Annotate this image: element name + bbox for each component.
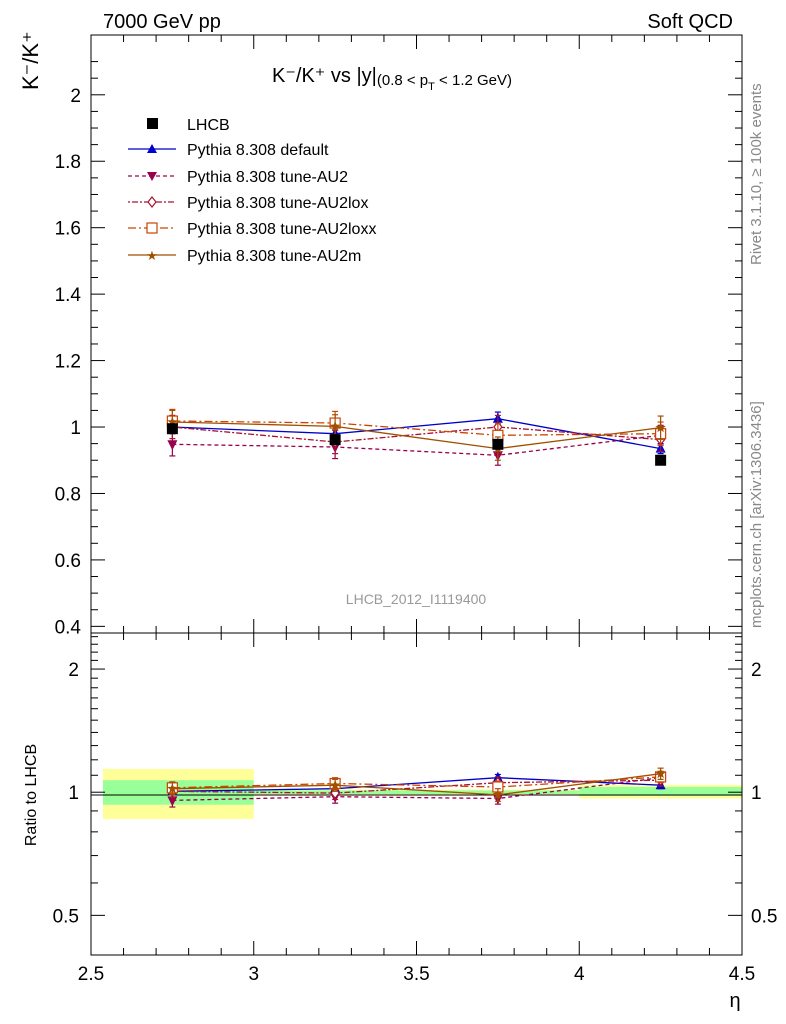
legend-marker-au2 — [147, 172, 157, 181]
main-y-tick-label: 1.2 — [55, 352, 81, 373]
ratio-band-inner — [103, 780, 254, 805]
ratio-point-AU2m — [329, 779, 341, 790]
main-line-AU2loxx — [172, 420, 661, 436]
ratio-line-AU2 — [172, 777, 661, 802]
main-point-AU2m — [329, 420, 341, 431]
ratio-line-AU2loxx — [172, 776, 661, 789]
legend-marker-default — [147, 144, 157, 153]
main-y-tick-label: 0.4 — [55, 617, 82, 638]
main-point-lhcb — [655, 454, 667, 466]
ratio-y-ticks — [91, 636, 742, 956]
main-point-AU2 — [167, 440, 178, 451]
header-left: 7000 GeV pp — [103, 11, 221, 33]
ratio-line-AU2m — [172, 773, 661, 796]
ratio-y-tick-label: 2 — [68, 660, 79, 681]
mcplots-label: mcplots.cern.ch [arXiv:1306.3436] — [748, 401, 765, 628]
rivet-label: Rivet 3.1.10, ≥ 100k events — [748, 83, 765, 265]
ratio-x-tick-label: 4 — [574, 964, 585, 985]
legend-marker-au2m: ★ — [146, 248, 158, 263]
main-y-tick-label: 1.4 — [55, 285, 82, 306]
ratio-series-group — [166, 767, 667, 808]
main-y-tick-labels: 0.4 0.6 0.8 1 1.2 1.4 1.6 1.8 2 — [55, 86, 82, 639]
ratio-y-label: Ratio to LHCB — [23, 744, 40, 846]
ratio-x-tick-label: 3.5 — [403, 964, 429, 985]
main-point-lhcb — [166, 423, 178, 435]
ratio-point-AU2 — [167, 796, 178, 807]
ratio-line-AU2lox — [172, 779, 661, 794]
main-series-AU2 — [167, 424, 666, 466]
ratio-x-ticks — [90, 633, 743, 955]
legend-label-au2lox: Pythia 8.308 tune-AU2lox — [187, 195, 368, 212]
ratio-point-AU2m — [655, 768, 666, 779]
main-series-lhcb — [166, 423, 667, 466]
legend-label-lhcb: LHCB — [187, 117, 230, 134]
ratio-y-tick-label-right: 0.5 — [751, 906, 777, 927]
main-series-group — [166, 408, 667, 466]
main-y-ticks — [91, 61, 742, 627]
ratio-band-inner — [579, 786, 742, 796]
x-axis-label: η — [729, 990, 740, 1012]
main-line-AU2 — [172, 434, 661, 456]
legend-label-au2m: Pythia 8.308 tune-AU2m — [187, 248, 361, 265]
main-point-lhcb — [329, 434, 341, 446]
main-panel: 0.4 0.6 0.8 1 1.2 1.4 1.6 1.8 2 K⁻/K⁺ K⁻/K⁺ vs |… — [18, 31, 743, 639]
ratio-point-AU2m — [492, 789, 504, 800]
ratio-y-tick-label-right: 2 — [751, 660, 762, 681]
legend-label-au2: Pythia 8.308 tune-AU2 — [187, 169, 348, 186]
main-x-ticks — [90, 35, 743, 633]
legend-marker-lhcb — [147, 118, 158, 129]
main-point-AU2m — [655, 422, 666, 433]
ratio-x-tick-label: 4.5 — [729, 964, 755, 985]
main-y-tick-label: 0.8 — [55, 484, 81, 505]
main-line-AU2lox — [172, 426, 661, 443]
ratio-y-tick-label-right: 1 — [751, 783, 762, 804]
ratio-panel: 0.5 0.5 1 1 2 2 2.5 3 3.5 4 4.5 Ratio to LHCB η — [23, 632, 778, 1012]
main-y-tick-label: 1.8 — [55, 152, 81, 173]
main-y-label: K⁻/K⁺ — [18, 31, 43, 90]
header-right: Soft QCD — [647, 11, 733, 33]
main-point-lhcb — [492, 438, 504, 450]
ratio-point-AU2m — [167, 783, 178, 794]
analysis-watermark: LHCB_2012_I1119400 — [346, 591, 487, 607]
ratio-x-tick-label: 3 — [248, 964, 259, 985]
ratio-x-tick-label: 2.5 — [78, 964, 104, 985]
main-y-tick-label: 0.6 — [55, 551, 81, 572]
legend-label-au2loxx: Pythia 8.308 tune-AU2loxx — [187, 221, 376, 238]
main-line-AU2m — [172, 421, 661, 450]
legend: LHCB Pythia 8.308 default Pythia 8.308 t… — [128, 117, 376, 265]
legend-marker-au2loxx — [146, 222, 158, 234]
ratio-bands — [103, 768, 742, 820]
ratio-series-AU2m — [167, 767, 666, 802]
legend-marker-au2lox — [147, 196, 157, 208]
ratio-x-tick-labels: 2.5 3 3.5 4 4.5 — [78, 964, 755, 985]
main-y-tick-label: 2 — [70, 86, 81, 107]
ratio-y-tick-labels: 0.5 0.5 1 1 2 2 — [53, 660, 778, 927]
main-y-tick-label: 1.6 — [55, 219, 81, 240]
main-y-tick-label: 1 — [70, 418, 81, 439]
main-series-AU2loxx — [166, 408, 667, 448]
main-title: K⁻/K⁺ vs |y|(0.8 < pT < 1.2 GeV) — [272, 65, 512, 93]
legend-label-default: Pythia 8.308 default — [187, 142, 329, 159]
ratio-y-tick-label: 1 — [68, 783, 79, 804]
ratio-y-tick-label: 0.5 — [53, 906, 79, 927]
main-point-AU2m — [167, 416, 178, 427]
